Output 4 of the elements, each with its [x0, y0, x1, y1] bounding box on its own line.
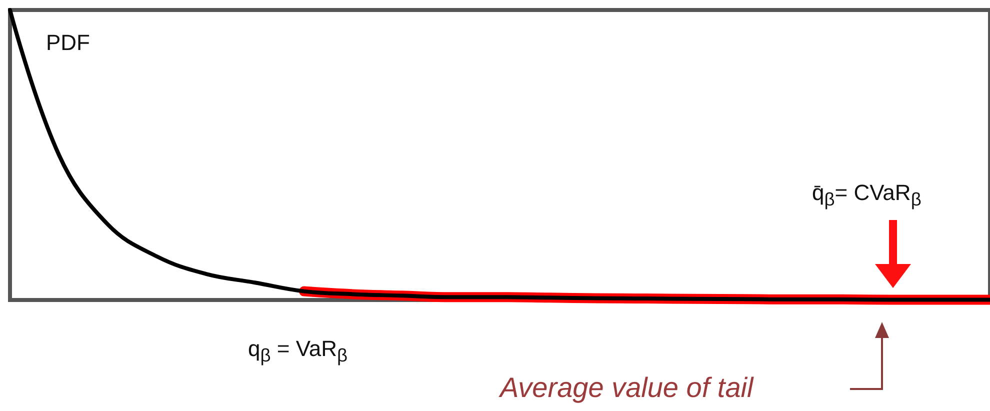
text: q$_{β}$ = VaR$_{β}$	[248, 336, 348, 366]
annotation: q̄$_{β}$= CVaR$_{β}$	[812, 180, 922, 210]
text: Average value of tail	[500, 372, 754, 404]
annotation: PDF	[46, 30, 90, 56]
